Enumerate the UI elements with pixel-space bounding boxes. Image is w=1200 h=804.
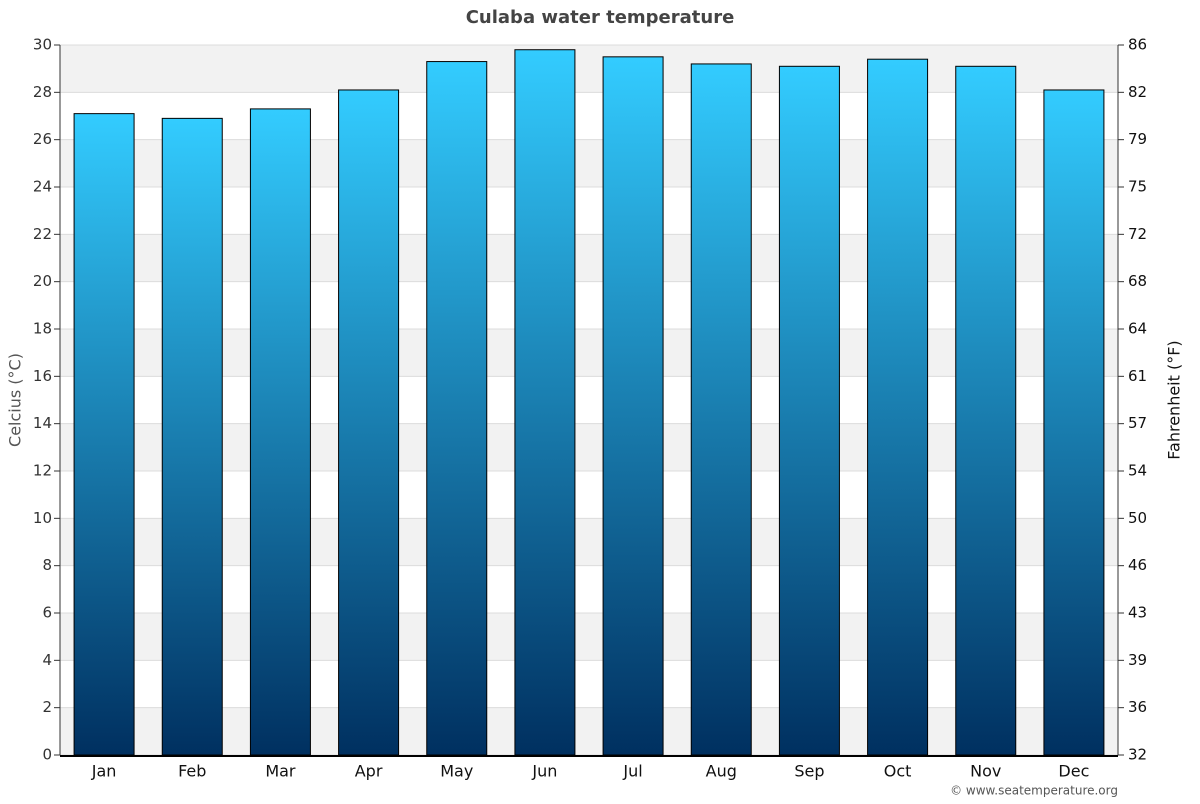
grid-band <box>60 423 1118 471</box>
grid-band <box>60 234 1118 282</box>
y-axis-label: Celcius (°C) <box>6 353 25 447</box>
y2-tick-label: 54 <box>1128 462 1147 480</box>
y2-tick-label: 64 <box>1128 320 1147 338</box>
bar <box>1043 89 1105 756</box>
bar <box>602 56 664 756</box>
grid-band <box>60 139 1118 187</box>
y2-tick-label: 50 <box>1128 509 1147 527</box>
grid-band <box>60 613 1118 661</box>
grid-band <box>60 45 1118 93</box>
y-tick-label: 4 <box>42 651 52 669</box>
y2-tick-label: 75 <box>1128 178 1147 196</box>
credit: © www.seatemperature.org <box>950 784 1118 798</box>
bar <box>514 49 576 756</box>
x-tick-label: Dec <box>1058 762 1089 781</box>
bar <box>249 108 311 756</box>
y2-tick-label: 36 <box>1128 698 1147 716</box>
y-tick-label: 24 <box>33 178 52 196</box>
y-tick-label: 6 <box>42 604 52 622</box>
y2-tick-label: 46 <box>1128 556 1147 574</box>
y-tick-label: 12 <box>33 462 52 480</box>
x-tick-label: Aug <box>706 762 737 781</box>
y2-tick-label: 82 <box>1128 83 1147 101</box>
y-tick-label: 22 <box>33 225 52 243</box>
y2-tick-label: 43 <box>1128 604 1147 622</box>
y-tick-label: 0 <box>42 746 52 764</box>
y2-tick-label: 57 <box>1128 414 1147 432</box>
y-tick-label: 28 <box>33 83 52 101</box>
y-tick-label: 18 <box>33 320 52 338</box>
x-tick-label: Apr <box>355 762 383 781</box>
y2-tick-label: 79 <box>1128 130 1147 148</box>
x-tick-label: Mar <box>265 762 296 781</box>
y2-tick-label: 72 <box>1128 225 1147 243</box>
x-tick-label: Jan <box>91 762 117 781</box>
y2-tick-label: 61 <box>1128 367 1147 385</box>
bar <box>778 65 840 756</box>
y-tick-label: 14 <box>33 414 52 432</box>
y-tick-label: 10 <box>33 509 52 527</box>
bar <box>955 65 1017 756</box>
grid-band <box>60 518 1118 566</box>
bar <box>426 61 488 756</box>
y-tick-label: 20 <box>33 272 52 290</box>
y2-tick-label: 32 <box>1128 746 1147 764</box>
bar <box>161 117 223 756</box>
x-tick-label: Sep <box>794 762 824 781</box>
y-tick-label: 30 <box>33 36 52 54</box>
bar <box>73 113 135 756</box>
x-tick-label: Jul <box>622 762 642 781</box>
grid-band <box>60 329 1118 377</box>
x-tick-label: Nov <box>970 762 1001 781</box>
y-tick-label: 8 <box>42 556 52 574</box>
x-tick-label: Oct <box>884 762 912 781</box>
grid-band <box>60 707 1118 755</box>
y-tick-label: 16 <box>33 367 52 385</box>
y2-tick-label: 39 <box>1128 651 1147 669</box>
y-tick-label: 2 <box>42 698 52 716</box>
x-tick-label: Jun <box>531 762 557 781</box>
x-tick-label: May <box>440 762 473 781</box>
bar <box>867 58 929 756</box>
y2-tick-label: 86 <box>1128 36 1147 54</box>
y2-tick-label: 68 <box>1128 272 1147 290</box>
bar <box>690 63 752 756</box>
chart-title: Culaba water temperature <box>466 7 735 28</box>
bar <box>338 89 400 756</box>
y-tick-label: 26 <box>33 130 52 148</box>
y2-axis-label: Fahrenheit (°F) <box>1165 340 1184 459</box>
x-tick-label: Feb <box>178 762 206 781</box>
